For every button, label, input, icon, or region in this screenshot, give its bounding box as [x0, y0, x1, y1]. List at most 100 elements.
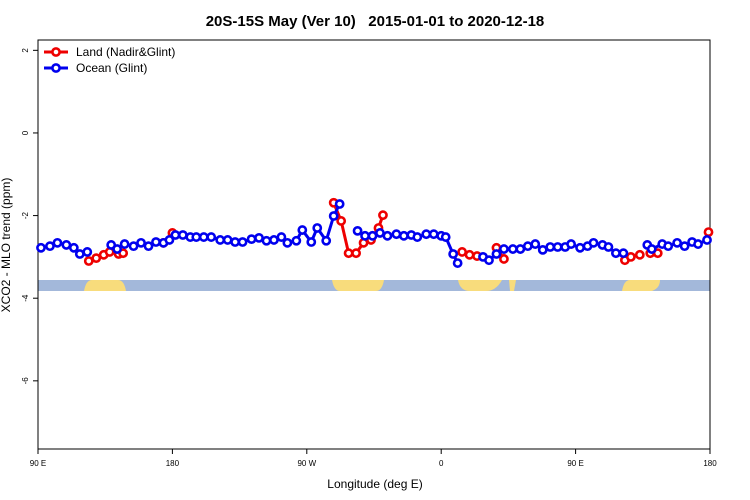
point: [457, 247, 468, 257]
x-tick-label: 90 E: [567, 459, 583, 468]
legend-label: Land (Nadir&Glint): [76, 45, 175, 59]
point: [351, 248, 361, 259]
point: [611, 248, 621, 259]
x-tick-label: 90 E: [30, 459, 46, 468]
y-tick-label: -4: [21, 294, 30, 302]
land-strip: [458, 280, 502, 291]
point: [352, 225, 363, 236]
point: [306, 237, 317, 247]
point: [428, 229, 439, 240]
point: [360, 230, 370, 241]
land-strip: [84, 280, 126, 291]
land-strip: [509, 280, 516, 291]
point: [82, 247, 93, 257]
point: [484, 255, 494, 266]
point: [412, 232, 423, 242]
x-tick-label: 180: [166, 459, 180, 468]
point: [522, 241, 533, 252]
x-tick-label: 180: [703, 459, 717, 468]
point: [282, 237, 293, 248]
legend-label: Ocean (Glint): [76, 61, 147, 75]
point: [128, 241, 139, 252]
point: [91, 253, 102, 264]
y-tick-label: -6: [21, 377, 30, 385]
point: [237, 237, 248, 247]
point: [537, 244, 548, 255]
y-axis-label: XCO2 - MLO trend (ppm): [0, 178, 13, 313]
point: [491, 249, 502, 259]
point: [575, 242, 585, 253]
point: [603, 242, 614, 252]
point: [618, 248, 629, 259]
point: [52, 237, 63, 248]
point: [702, 235, 712, 245]
point: [321, 235, 332, 246]
land-strip: [622, 280, 660, 291]
point: [215, 235, 226, 245]
point: [703, 227, 714, 238]
point: [170, 230, 181, 240]
point: [375, 228, 385, 238]
surface-mask: [38, 280, 710, 291]
point: [552, 242, 563, 252]
point: [230, 237, 241, 247]
point: [198, 232, 209, 242]
point: [367, 230, 378, 241]
point: [382, 230, 393, 241]
point: [112, 244, 123, 254]
x-tick-label: 90 W: [297, 459, 316, 468]
y-tick-label: -2: [21, 211, 30, 219]
point: [334, 199, 345, 209]
point: [672, 237, 683, 248]
point: [693, 239, 703, 249]
point: [440, 232, 451, 242]
point: [507, 244, 518, 254]
point: [545, 242, 556, 252]
point: [36, 242, 46, 253]
point: [164, 235, 175, 245]
point: [515, 244, 526, 254]
legend-marker: [51, 63, 61, 73]
x-tick-label: 0: [439, 459, 444, 468]
point: [378, 210, 388, 221]
point: [499, 254, 509, 264]
legend: Land (Nadir&Glint) Ocean (Glint): [44, 45, 175, 75]
point: [343, 248, 354, 259]
point: [206, 232, 217, 242]
point: [297, 225, 308, 235]
point: [61, 240, 72, 250]
point: [328, 211, 339, 221]
x-axis-label: Longitude (deg E): [327, 477, 422, 491]
point: [254, 232, 264, 243]
point: [464, 249, 475, 260]
point: [177, 230, 188, 240]
point: [269, 235, 279, 245]
point: [646, 244, 657, 254]
y-tick-label: 0: [21, 130, 30, 135]
point: [83, 256, 94, 266]
point: [499, 244, 509, 254]
point: [421, 229, 432, 240]
point: [191, 232, 202, 242]
point: [246, 234, 257, 245]
point: [68, 242, 79, 253]
point: [679, 241, 690, 252]
point: [566, 239, 577, 249]
point: [222, 235, 233, 245]
point: [45, 241, 55, 252]
point: [291, 235, 302, 246]
y-tick-label: 2: [21, 48, 30, 53]
point: [261, 235, 272, 246]
point: [391, 229, 402, 240]
point: [312, 223, 323, 233]
point: [143, 241, 154, 252]
land-strip: [332, 280, 384, 291]
point: [119, 239, 130, 249]
point: [530, 239, 541, 249]
point: [151, 237, 161, 247]
point: [398, 230, 409, 241]
legend-marker: [51, 47, 61, 57]
point: [336, 216, 347, 226]
point: [625, 251, 636, 262]
